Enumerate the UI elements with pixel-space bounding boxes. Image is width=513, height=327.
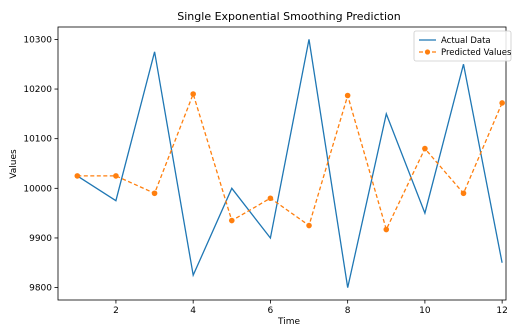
data-point-predicted-values	[267, 195, 274, 202]
data-point-predicted-values	[460, 190, 467, 197]
plot-area	[74, 39, 505, 288]
legend-label-predicted-values: Predicted Values	[441, 48, 512, 58]
y-axis-label: Values	[9, 149, 19, 179]
chart-title: Single Exponential Smoothing Prediction	[177, 10, 400, 23]
x-tick-label: 8	[345, 306, 351, 316]
data-point-predicted-values	[228, 217, 235, 224]
data-point-predicted-values	[151, 190, 158, 197]
x-axis-ticks: 2 4 6 8 10 12	[113, 300, 508, 316]
y-tick-label: 9900	[29, 234, 52, 244]
data-point-predicted-values	[383, 226, 390, 233]
y-tick-label: 9800	[29, 284, 52, 294]
x-tick-label: 12	[496, 306, 507, 316]
y-axis-ticks: 9800 9900 10000 10100 10200 10300	[23, 35, 58, 294]
legend-marker-predicted-values	[424, 49, 431, 55]
legend-box	[413, 30, 512, 62]
x-tick-label: 10	[419, 306, 431, 316]
x-tick-label: 6	[268, 306, 274, 316]
data-point-predicted-values	[113, 173, 119, 179]
y-tick-label: 10000	[23, 184, 52, 194]
y-tick-label: 10100	[23, 135, 52, 145]
y-tick-label: 10300	[23, 35, 52, 45]
data-point-predicted-values	[422, 145, 428, 152]
plot-frame	[57, 26, 507, 301]
series-line-actual-data	[76, 39, 503, 288]
data-point-predicted-values	[344, 92, 351, 99]
data-point-predicted-values	[190, 91, 196, 97]
legend: Actual Data Predicted Values	[413, 30, 512, 62]
x-tick-label: 2	[113, 306, 119, 316]
y-tick-label: 10200	[23, 85, 52, 95]
x-axis-label: Time	[277, 317, 300, 327]
series-line-predicted-values	[77, 92, 503, 232]
data-point-predicted-values	[306, 222, 312, 229]
data-point-predicted-values	[74, 173, 81, 179]
x-tick-label: 4	[190, 306, 196, 316]
data-point-predicted-values	[499, 100, 505, 106]
legend-label-actual-data: Actual Data	[441, 36, 491, 46]
